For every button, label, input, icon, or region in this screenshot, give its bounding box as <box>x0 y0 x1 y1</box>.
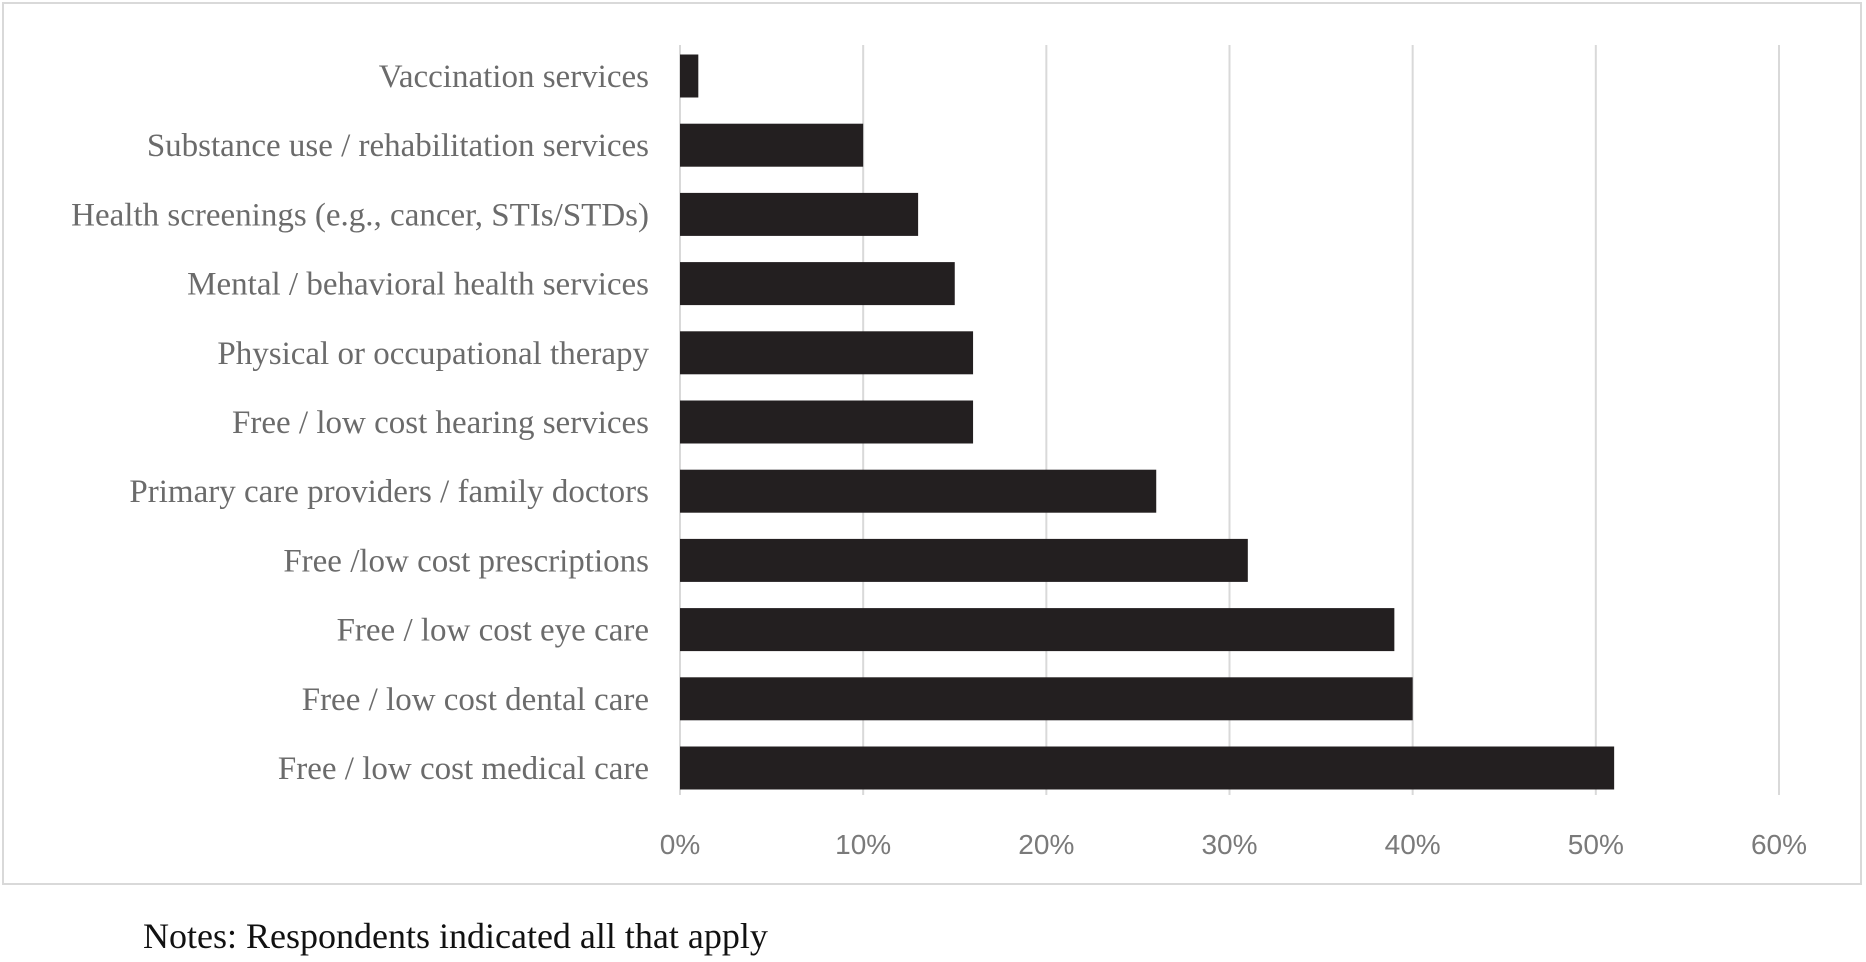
bar <box>680 54 699 98</box>
gridlines <box>679 45 1780 795</box>
category-label: Mental / behavioral health services <box>187 267 649 303</box>
bar <box>680 331 974 375</box>
x-tick-label: 0% <box>660 829 700 860</box>
bar <box>680 192 919 236</box>
category-label: Primary care providers / family doctors <box>129 474 649 510</box>
x-tick-labels: 0% 10% 20% 30% 40% 50% 60% <box>660 829 1807 860</box>
category-label: Free /low cost prescriptions <box>283 543 649 579</box>
x-tick-label: 20% <box>1018 829 1074 860</box>
category-label: Free / low cost eye care <box>337 613 649 649</box>
bar <box>680 608 1395 652</box>
bar <box>680 746 1615 790</box>
category-label: Vaccination services <box>379 59 649 95</box>
bar <box>680 469 1157 513</box>
bars <box>680 54 1615 790</box>
category-label: Free / low cost dental care <box>302 682 649 718</box>
bar <box>680 400 974 444</box>
category-label: Physical or occupational therapy <box>217 336 649 372</box>
bar <box>680 677 1413 721</box>
chart-note: Notes: Respondents indicated all that ap… <box>143 916 768 956</box>
bar <box>680 262 955 306</box>
bar <box>680 538 1248 582</box>
x-tick-label: 30% <box>1201 829 1257 860</box>
x-tick-label: 50% <box>1568 829 1624 860</box>
category-label: Free / low cost hearing services <box>232 405 649 441</box>
category-label: Free / low cost medical care <box>278 751 649 787</box>
category-label: Health screenings (e.g., cancer, STIs/ST… <box>71 197 649 233</box>
category-label: Substance use / rehabilitation services <box>147 128 649 164</box>
x-tick-label: 40% <box>1385 829 1441 860</box>
bar <box>680 123 864 167</box>
category-labels: Vaccination services Substance use / reha… <box>71 59 649 787</box>
x-tick-label: 60% <box>1751 829 1807 860</box>
bar-chart: Vaccination services Substance use / reha… <box>71 45 1807 860</box>
x-tick-label: 10% <box>835 829 891 860</box>
